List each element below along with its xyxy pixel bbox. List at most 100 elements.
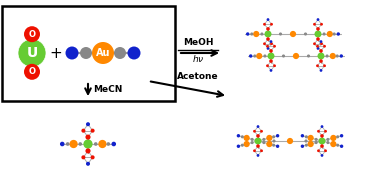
Circle shape	[319, 49, 323, 53]
Circle shape	[251, 141, 254, 144]
Circle shape	[301, 134, 304, 137]
Circle shape	[320, 23, 323, 26]
Circle shape	[262, 141, 265, 144]
Circle shape	[317, 18, 319, 21]
Circle shape	[254, 137, 262, 145]
Circle shape	[85, 135, 91, 140]
Circle shape	[336, 144, 339, 147]
Circle shape	[321, 154, 324, 157]
Circle shape	[316, 27, 320, 31]
Circle shape	[257, 125, 259, 128]
Circle shape	[290, 31, 296, 37]
Circle shape	[273, 64, 276, 67]
Circle shape	[243, 135, 250, 141]
Bar	[2, 6, 175, 101]
Circle shape	[266, 47, 270, 50]
Circle shape	[251, 138, 254, 141]
Circle shape	[317, 130, 320, 133]
Circle shape	[270, 40, 273, 43]
Circle shape	[320, 134, 324, 138]
Circle shape	[112, 142, 116, 146]
Circle shape	[237, 145, 240, 148]
Circle shape	[322, 33, 325, 36]
Circle shape	[318, 53, 324, 60]
Circle shape	[241, 144, 244, 147]
Circle shape	[316, 64, 319, 67]
Circle shape	[314, 138, 318, 141]
Circle shape	[65, 46, 79, 60]
Circle shape	[266, 135, 273, 141]
Circle shape	[272, 144, 275, 147]
Circle shape	[270, 69, 273, 72]
Circle shape	[317, 47, 319, 50]
Circle shape	[314, 30, 322, 37]
Circle shape	[253, 31, 259, 37]
Circle shape	[282, 54, 285, 58]
Text: Acetone: Acetone	[177, 72, 219, 81]
Circle shape	[256, 53, 262, 59]
Circle shape	[270, 42, 273, 45]
Circle shape	[319, 59, 323, 63]
Text: $h\nu$: $h\nu$	[192, 53, 204, 64]
Circle shape	[269, 59, 273, 63]
Circle shape	[114, 47, 126, 59]
Circle shape	[293, 53, 299, 59]
Circle shape	[256, 144, 260, 148]
Circle shape	[263, 42, 266, 45]
Circle shape	[336, 54, 339, 58]
Circle shape	[304, 139, 308, 143]
Circle shape	[256, 134, 260, 138]
Circle shape	[330, 135, 336, 141]
Circle shape	[301, 145, 304, 148]
Circle shape	[304, 33, 307, 36]
Circle shape	[325, 54, 328, 58]
Circle shape	[94, 142, 98, 146]
Text: Au: Au	[96, 48, 110, 58]
Circle shape	[316, 45, 319, 48]
Circle shape	[84, 139, 93, 149]
Circle shape	[60, 142, 65, 146]
Text: +: +	[50, 46, 62, 60]
Circle shape	[327, 31, 333, 37]
Circle shape	[24, 26, 40, 42]
Circle shape	[317, 149, 320, 152]
Circle shape	[237, 134, 240, 137]
Circle shape	[330, 141, 336, 147]
Circle shape	[313, 42, 316, 45]
Circle shape	[324, 130, 327, 133]
Circle shape	[305, 144, 308, 147]
Circle shape	[78, 142, 82, 146]
Circle shape	[273, 139, 276, 143]
Circle shape	[266, 18, 270, 21]
Circle shape	[272, 135, 275, 138]
Circle shape	[333, 33, 336, 36]
Circle shape	[319, 137, 325, 145]
Text: O: O	[28, 30, 36, 39]
Circle shape	[86, 122, 90, 126]
Circle shape	[324, 149, 327, 152]
Circle shape	[326, 141, 330, 144]
Circle shape	[265, 30, 271, 37]
Circle shape	[308, 141, 314, 147]
Circle shape	[260, 149, 263, 152]
Circle shape	[266, 64, 269, 67]
Circle shape	[250, 33, 253, 36]
Circle shape	[249, 54, 253, 58]
Text: MeCN: MeCN	[93, 84, 122, 94]
Circle shape	[273, 45, 276, 48]
Circle shape	[323, 45, 326, 48]
Circle shape	[263, 54, 266, 58]
Circle shape	[241, 135, 244, 138]
Circle shape	[260, 130, 263, 133]
Circle shape	[276, 134, 279, 137]
Circle shape	[253, 130, 256, 133]
Circle shape	[243, 141, 250, 147]
Circle shape	[70, 140, 78, 148]
Circle shape	[91, 129, 94, 133]
Circle shape	[266, 37, 270, 41]
Circle shape	[257, 154, 259, 157]
Circle shape	[276, 145, 279, 148]
Circle shape	[340, 145, 343, 148]
Text: MeOH: MeOH	[183, 38, 213, 47]
Circle shape	[266, 27, 270, 31]
